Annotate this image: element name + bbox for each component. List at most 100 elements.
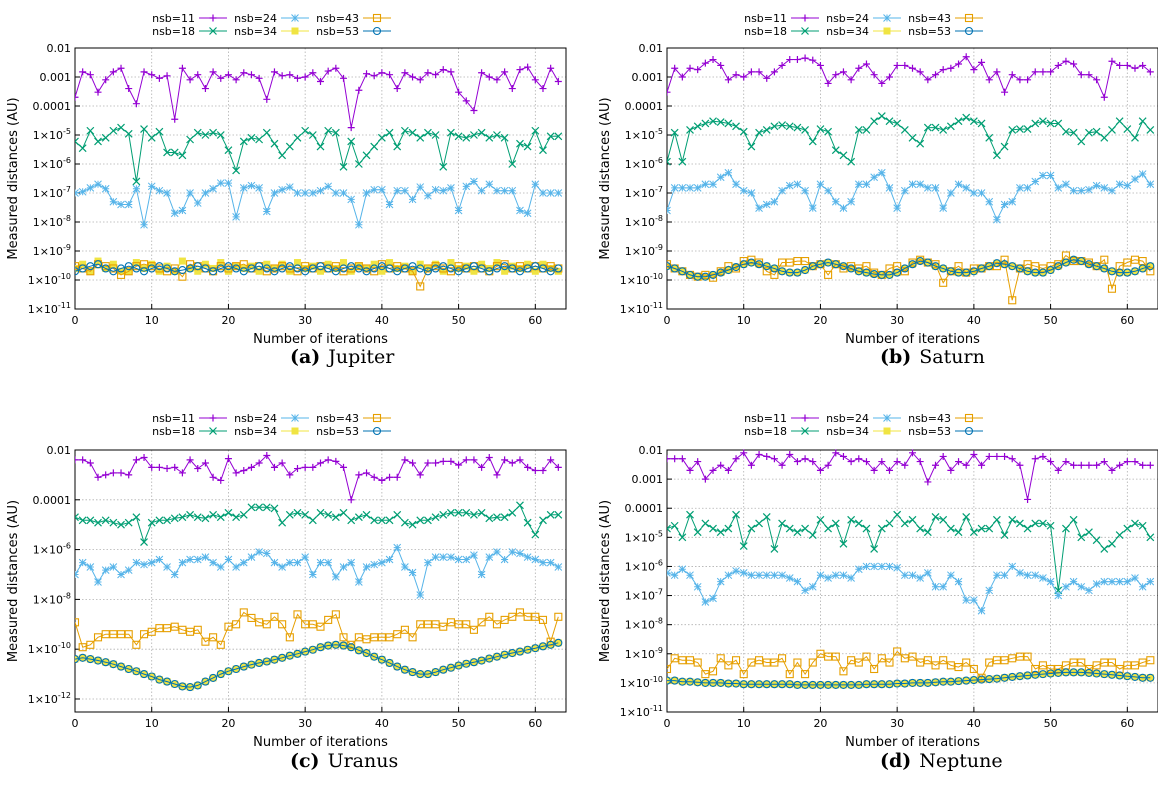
data-point bbox=[893, 204, 902, 213]
data-point bbox=[94, 473, 102, 481]
legend-label: nsb=53 bbox=[316, 25, 359, 38]
data-point bbox=[816, 680, 825, 689]
legend-swatch-marker bbox=[209, 414, 217, 422]
series-nsb-18 bbox=[667, 112, 1155, 166]
data-point bbox=[947, 64, 955, 72]
x-tick-label: 60 bbox=[1120, 314, 1134, 327]
data-point bbox=[301, 267, 310, 276]
data-point bbox=[101, 516, 110, 525]
data-point bbox=[1000, 673, 1009, 682]
data-point bbox=[301, 126, 310, 135]
data-point bbox=[324, 264, 333, 273]
data-point bbox=[147, 182, 156, 191]
data-point bbox=[1008, 515, 1017, 524]
data-point bbox=[339, 563, 348, 571]
y-tick-label: 0.001 bbox=[632, 71, 664, 84]
data-point bbox=[462, 620, 471, 629]
data-point bbox=[170, 622, 179, 631]
data-point bbox=[524, 63, 532, 71]
data-point bbox=[186, 189, 194, 197]
data-point bbox=[854, 658, 863, 667]
data-point bbox=[293, 465, 301, 473]
data-point bbox=[770, 264, 779, 273]
data-point bbox=[339, 189, 348, 197]
data-point bbox=[324, 182, 333, 191]
legend-label: nsb=43 bbox=[908, 12, 951, 25]
data-point bbox=[339, 633, 348, 642]
data-point bbox=[686, 125, 694, 134]
legend-label: nsb=34 bbox=[234, 425, 277, 438]
data-point bbox=[270, 558, 279, 567]
data-point bbox=[1046, 521, 1055, 530]
data-point bbox=[946, 267, 955, 276]
series-nsb-24 bbox=[667, 168, 1155, 224]
data-point bbox=[701, 519, 710, 528]
data-point bbox=[362, 563, 371, 571]
data-point bbox=[255, 503, 264, 512]
data-point bbox=[178, 266, 187, 275]
data-point bbox=[147, 262, 156, 271]
data-point bbox=[854, 565, 863, 574]
data-point bbox=[709, 180, 717, 189]
data-point bbox=[1084, 260, 1094, 269]
data-point bbox=[701, 670, 710, 679]
data-point bbox=[515, 267, 525, 276]
data-point bbox=[1031, 455, 1039, 463]
data-point bbox=[439, 457, 447, 465]
data-point bbox=[163, 264, 172, 273]
data-point bbox=[454, 132, 463, 141]
data-point bbox=[232, 469, 240, 477]
data-point bbox=[216, 670, 225, 679]
data-point bbox=[78, 558, 87, 567]
data-point bbox=[454, 555, 463, 564]
data-point bbox=[847, 574, 855, 582]
data-point bbox=[955, 60, 963, 68]
series-line bbox=[75, 504, 559, 544]
data-point bbox=[470, 267, 478, 275]
data-point bbox=[939, 125, 948, 134]
data-point bbox=[1023, 571, 1032, 580]
data-point bbox=[285, 142, 294, 151]
data-point bbox=[332, 264, 340, 272]
data-point bbox=[923, 569, 932, 577]
data-point bbox=[1054, 668, 1063, 677]
data-point bbox=[671, 64, 679, 72]
data-point bbox=[239, 267, 248, 276]
data-point bbox=[916, 574, 925, 582]
legend-label: nsb=11 bbox=[744, 12, 787, 25]
data-point bbox=[285, 262, 294, 271]
data-point bbox=[1138, 521, 1147, 530]
data-point bbox=[447, 68, 455, 76]
data-point bbox=[1046, 119, 1055, 128]
data-point bbox=[340, 463, 348, 471]
data-point bbox=[516, 139, 524, 148]
data-point bbox=[824, 652, 833, 661]
data-point bbox=[109, 267, 118, 276]
y-tick-label: 1×10-7 bbox=[625, 588, 663, 603]
data-point bbox=[339, 641, 348, 650]
data-point bbox=[247, 264, 256, 273]
data-point bbox=[701, 180, 710, 189]
data-point bbox=[747, 189, 756, 197]
data-point bbox=[839, 68, 847, 76]
data-point bbox=[1054, 466, 1062, 474]
data-point bbox=[79, 260, 87, 268]
y-tick-label: 1×10-7 bbox=[33, 185, 71, 200]
data-point bbox=[178, 64, 186, 72]
series-nsb-11 bbox=[75, 452, 562, 504]
legend-swatch-marker bbox=[801, 27, 809, 35]
data-point bbox=[847, 197, 855, 206]
data-point bbox=[970, 451, 978, 459]
data-point bbox=[431, 262, 440, 271]
data-point bbox=[370, 652, 379, 661]
data-point bbox=[86, 262, 95, 271]
data-point bbox=[916, 678, 925, 687]
data-point bbox=[554, 563, 563, 571]
data-point bbox=[431, 131, 440, 139]
data-point bbox=[239, 662, 248, 671]
data-point bbox=[478, 463, 486, 471]
data-point bbox=[347, 267, 355, 275]
data-point bbox=[1069, 577, 1078, 586]
data-point bbox=[923, 184, 932, 192]
data-point bbox=[900, 571, 909, 580]
